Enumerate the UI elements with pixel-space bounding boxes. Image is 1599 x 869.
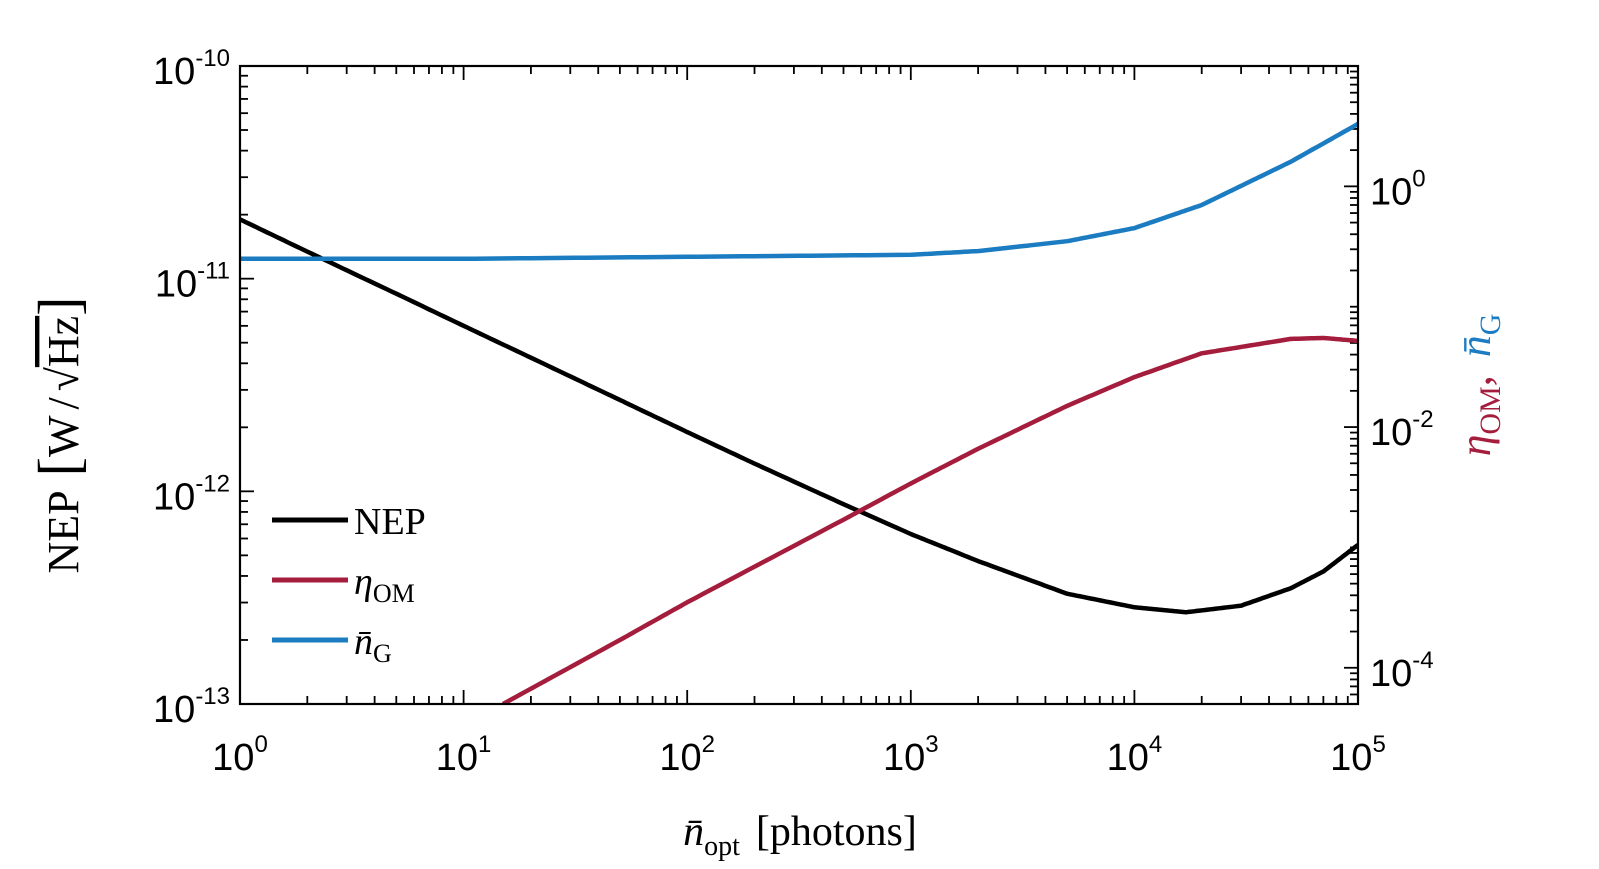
right-tick-label: 10-2 (1370, 406, 1434, 454)
right-axis-label-eta-sub: OM (1474, 386, 1507, 434)
left-axis-label-slash: / (39, 397, 88, 410)
left-tick-label: 10-12 (153, 470, 230, 518)
plot-frame (238, 64, 1360, 706)
left-axis-label: NEP [W / √Hz] (26, 296, 91, 573)
legend-label: n̄G (354, 621, 392, 668)
series-line-2 (240, 121, 1358, 262)
right-axis-label-comma: , (1451, 375, 1500, 386)
x-tick-label: 104 (1107, 731, 1163, 779)
x-tick-label: 102 (659, 731, 715, 779)
left-tick-label: 10-13 (153, 683, 230, 731)
left-axis-label-text: NEP (39, 490, 88, 573)
x-tick-label: 100 (212, 731, 268, 779)
series-layer (240, 121, 1358, 704)
x-axis-label: n̄opt [photons] (683, 809, 917, 862)
x-tick-label: 103 (883, 731, 939, 779)
right-axis-label-n: n̄ (1451, 335, 1500, 357)
legend: NEP ηOM n̄G (272, 501, 426, 668)
legend-label: ηOM (354, 561, 415, 608)
right-tick-label: 100 (1370, 165, 1426, 213)
x-axis-label-symbol: n̄ (683, 809, 704, 855)
right-axis-label-n-sub: G (1474, 314, 1507, 336)
left-axis-label-sqrt: √ (39, 366, 88, 391)
series-line-0 (240, 217, 1358, 615)
x-axis-label-sub: opt (704, 831, 740, 862)
axis-ticks (239, 65, 1359, 705)
right-tick-label: 10-4 (1370, 647, 1434, 695)
left-axis-label-hz: Hz (39, 316, 88, 367)
left-axis-label-close: ] (26, 296, 91, 315)
x-axis-label-unit: [photons] (756, 809, 917, 855)
right-axis-label-eta: η (1451, 435, 1500, 457)
series-line-1 (501, 335, 1358, 704)
legend-label: NEP (354, 501, 426, 543)
x-tick-label: 105 (1330, 731, 1386, 779)
left-axis-label-open: [ (26, 457, 91, 476)
tick-labels: 100 101 102 103 104 10510-1010-1110-1210-1310… (153, 45, 1434, 779)
left-tick-label: 10-10 (153, 45, 230, 93)
right-axis-label: ηOM, n̄G (1451, 314, 1507, 457)
x-tick-label: 101 (436, 731, 492, 779)
left-tick-label: 10-11 (155, 258, 230, 306)
left-axis-label-w: W (39, 415, 88, 457)
